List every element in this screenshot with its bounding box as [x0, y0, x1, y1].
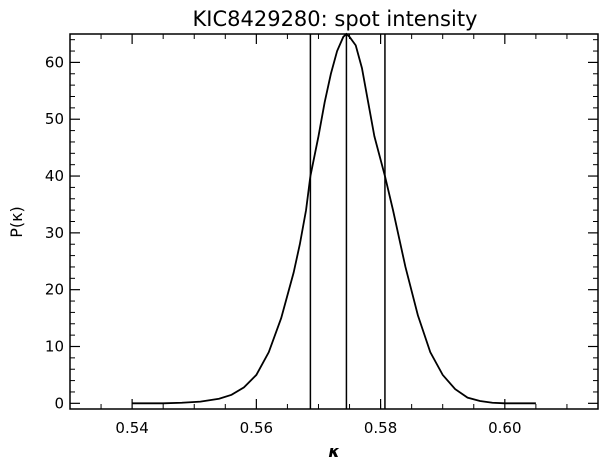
x-tick-label: 0.56: [240, 419, 273, 437]
chart-title: KIC8429280: spot intensity: [193, 7, 478, 31]
series-line-0: [132, 32, 536, 405]
plot-frame: [69, 33, 599, 410]
x-tick-label: 0.54: [115, 419, 148, 437]
y-tick-label: 40: [45, 167, 64, 185]
plot-area: [132, 32, 536, 409]
x-tick-label: 0.60: [488, 419, 521, 437]
y-axis-label: P(κ): [7, 206, 26, 238]
x-tick-label: 0.58: [364, 419, 397, 437]
axis-ticks: 0.54 0.56 0.58 0.60 0 10 20 30 40 50 60: [45, 34, 599, 437]
y-tick-label: 60: [45, 53, 64, 71]
y-tick-label: 20: [45, 281, 64, 299]
y-tick-label: 10: [45, 338, 64, 356]
x-axis-label: κ: [328, 442, 339, 461]
y-tick-label: 50: [45, 110, 64, 128]
y-tick-label: 0: [54, 394, 64, 412]
y-tick-label: 30: [45, 224, 64, 242]
